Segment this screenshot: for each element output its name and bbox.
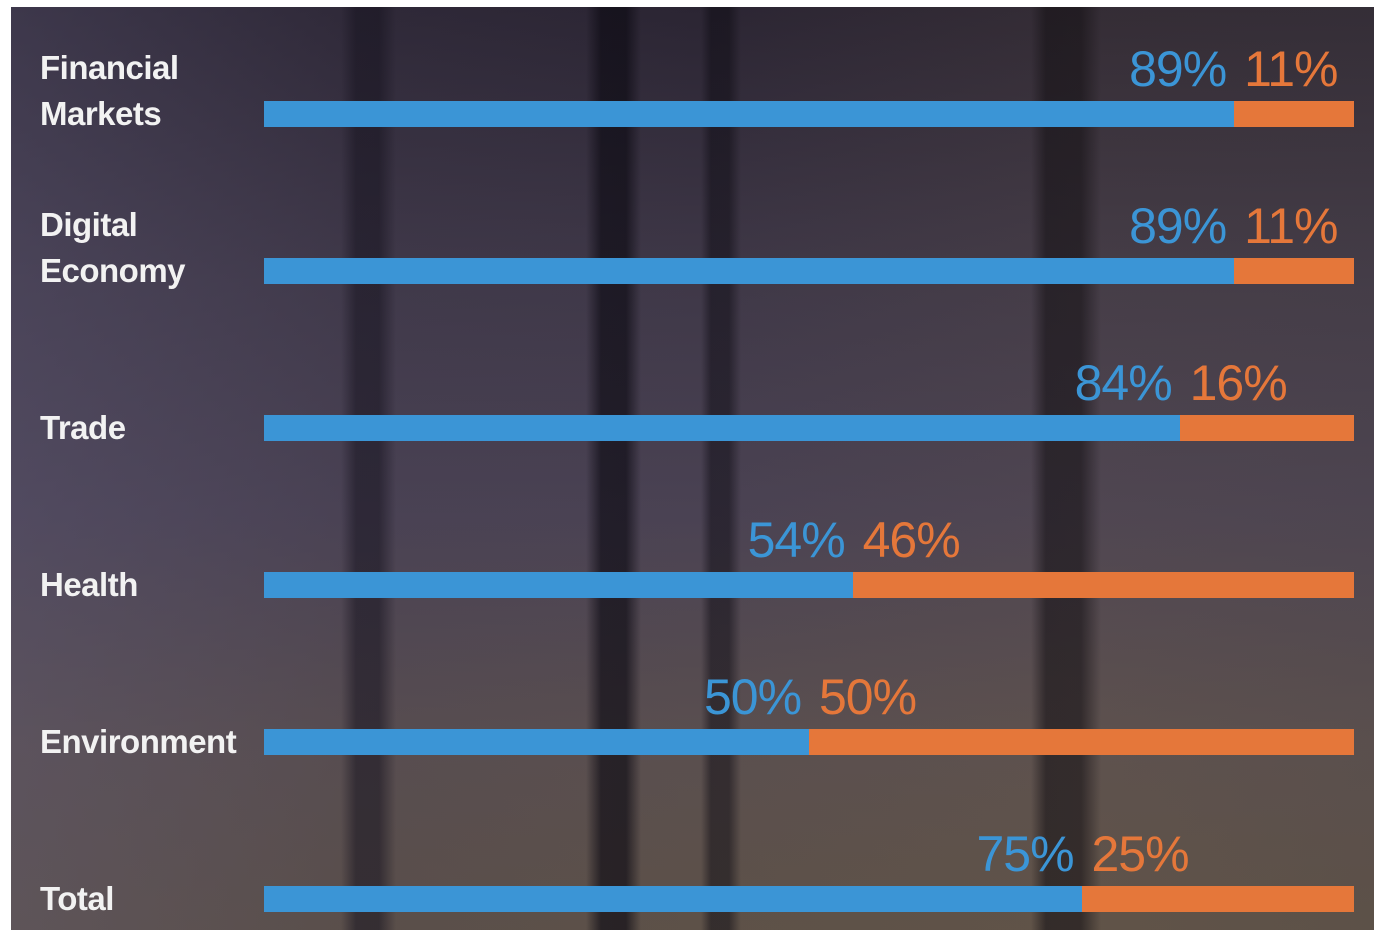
agree-percent-label: 84%	[1074, 355, 1173, 411]
disagree-percent-label: 11%	[1244, 41, 1338, 97]
category-label: Financial Markets	[40, 49, 179, 132]
bar-disagree-segment	[264, 572, 1354, 598]
bar-disagree-segment	[264, 415, 1354, 441]
agree-percent-label: 54%	[747, 512, 846, 568]
chart-panel: Financial Markets 89% 11% Digital Economy 89…	[11, 7, 1374, 930]
agree-percent-label: 50%	[704, 669, 802, 725]
bar-disagree-segment	[264, 258, 1354, 284]
category-label: Total	[40, 880, 114, 917]
agree-percent-label: 89%	[1129, 41, 1227, 97]
disagree-percent-label: 25%	[1091, 826, 1190, 882]
bar-agree-segment	[264, 729, 809, 755]
category-label: Environment	[40, 723, 237, 760]
disagree-percent-label: 11%	[1244, 198, 1338, 254]
agree-percent-label: 89%	[1129, 198, 1227, 254]
category-label: Digital Economy	[40, 206, 186, 289]
category-label: Health	[40, 566, 138, 603]
bar-disagree-segment	[264, 886, 1354, 912]
bar-agree-segment	[264, 415, 1180, 441]
bar-disagree-segment	[264, 101, 1354, 127]
bar-disagree-segment	[264, 729, 1354, 755]
category-label: Trade	[40, 409, 126, 446]
bar-agree-segment	[264, 886, 1082, 912]
disagree-percent-label: 50%	[819, 669, 917, 725]
disagree-percent-label: 16%	[1189, 355, 1288, 411]
bar-agree-segment	[264, 101, 1235, 127]
agree-percent-label: 75%	[976, 826, 1075, 882]
disagree-percent-label: 46%	[862, 512, 961, 568]
bar-agree-segment	[264, 258, 1235, 284]
bar-agree-segment	[264, 572, 853, 598]
